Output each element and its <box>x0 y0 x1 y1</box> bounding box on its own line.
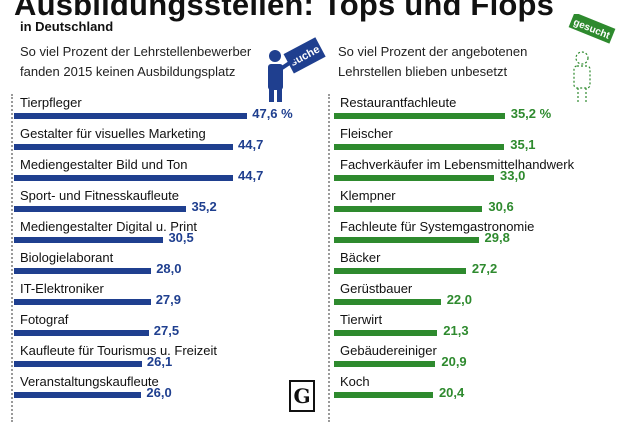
right-bar-label: Gebäudereiniger <box>340 343 437 358</box>
right-bar-value: 29,8 <box>484 230 510 245</box>
right-bar-row: Tierwirt 21,3 <box>334 309 630 340</box>
right-bar-value: 22,0 <box>446 292 472 307</box>
right-bar <box>334 268 466 274</box>
left-bar <box>14 392 142 398</box>
right-bar-row: Fachleute für Systemgastronomie 29,8 <box>334 216 630 247</box>
left-bar-row: IT-Elektroniker 27,9 <box>14 278 330 309</box>
right-bar <box>334 175 495 181</box>
left-bar-row: Mediengestalter Bild und Ton 44,7 <box>14 154 330 185</box>
left-bar-value: 26,0 <box>146 385 172 400</box>
right-bar-label: Gerüstbauer <box>340 281 413 296</box>
left-bar-row: Gestalter für visuelles Marketing 44,7 <box>14 123 330 154</box>
right-bar <box>334 144 505 150</box>
left-bar-value: 35,2 <box>191 199 217 214</box>
right-bar-label: Fleischer <box>340 126 393 141</box>
right-bar-value: 21,3 <box>443 323 469 338</box>
left-bar-label: Mediengestalter Digital u. Print <box>20 219 198 234</box>
left-bar-label: Fotograf <box>20 312 69 327</box>
right-bar-row: Gerüstbauer 22,0 <box>334 278 630 309</box>
right-chart: Restaurantfachleute 35,2 % Fleischer 35,1 Fa… <box>328 92 630 422</box>
left-bar-value: 44,7 <box>238 168 264 183</box>
right-bar-value: 20,9 <box>441 354 467 369</box>
right-bar-row: Gebäudereiniger 20,9 <box>334 340 630 371</box>
right-bar <box>334 330 438 336</box>
right-bar-value: 35,2 % <box>510 106 552 121</box>
right-description: So viel Prozent der angebotenen Lehrstel… <box>338 44 528 79</box>
left-bar-row: Tierpfleger 47,6 % <box>14 92 330 123</box>
globus-logo: G <box>289 380 315 412</box>
left-description: So viel Prozent der Lehrstellenbewerber … <box>20 44 252 79</box>
right-bar-value: 35,1 <box>510 137 536 152</box>
chart-subtitle: in Deutschland <box>20 19 114 34</box>
right-bar-label: Fachleute für Systemgastronomie <box>340 219 535 234</box>
chart-title: Ausbildungsstellen: Tops und Flops <box>14 0 555 22</box>
left-bar-value: 47,6 % <box>252 106 293 121</box>
right-bar <box>334 299 441 305</box>
right-bar-row: Fleischer 35,1 <box>334 123 630 154</box>
right-bar-row: Bäcker 27,2 <box>334 247 630 278</box>
right-bar-row: Restaurantfachleute 35,2 % <box>334 92 630 123</box>
left-chart: Tierpfleger 47,6 % Gestalter für visuelles… <box>0 92 330 422</box>
right-bar-value: 20,4 <box>438 385 465 400</box>
left-bar-row: Veranstaltungskaufleute 26,0 <box>14 371 330 402</box>
left-bar <box>14 144 234 150</box>
right-bar <box>334 206 483 212</box>
left-bar <box>14 206 187 212</box>
right-bar-value: 30,6 <box>488 199 514 214</box>
left-bar <box>14 361 142 367</box>
left-bar-label: Kaufleute für Tourismus u. Freizeit <box>20 343 218 358</box>
vacancy-icon: gesucht <box>560 12 626 104</box>
left-bar <box>14 330 149 336</box>
left-bar-label: Veranstaltungskaufleute <box>20 374 159 389</box>
left-bar-label: Gestalter für visuelles Marketing <box>20 126 206 141</box>
left-bar-row: Fotograf 27,5 <box>14 309 330 340</box>
right-bar-label: Restaurantfachleute <box>340 95 457 110</box>
right-bar <box>334 237 479 243</box>
right-bar-label: Koch <box>340 374 370 389</box>
left-bar <box>14 268 152 274</box>
right-bar-row: Koch 20,4 <box>334 371 630 402</box>
right-bar-label: Tierwirt <box>340 312 383 327</box>
job-seeker-icon: suche <box>260 36 326 102</box>
left-axis-line <box>11 94 13 422</box>
left-bar-label: Mediengestalter Bild und Ton <box>20 157 188 172</box>
right-bar-label: Fachverkäufer im Lebensmittelhandwerk <box>340 157 575 172</box>
left-bar-row: Kaufleute für Tourismus u. Freizeit 26,1 <box>14 340 330 371</box>
right-bar-value: 33,0 <box>500 168 526 183</box>
right-bar-label: Bäcker <box>340 250 381 265</box>
right-bar <box>334 361 436 367</box>
right-axis-line <box>328 94 330 422</box>
left-bar-row: Sport- und Fitnesskaufleute 35,2 <box>14 185 330 216</box>
right-bar <box>334 392 433 398</box>
right-bar-label: Klempner <box>340 188 396 203</box>
left-bar-label: IT-Elektroniker <box>20 281 104 296</box>
left-bar-row: Mediengestalter Digital u. Print 30,5 <box>14 216 330 247</box>
right-bar-row: Klempner 30,6 <box>334 185 630 216</box>
left-bar-value: 30,5 <box>168 230 194 245</box>
right-bar-row: Fachverkäufer im Lebensmittelhandwerk 33,… <box>334 154 630 185</box>
left-bar-value: 27,9 <box>155 292 182 307</box>
left-bar <box>14 299 151 305</box>
suche-sign <box>283 37 326 74</box>
left-bar <box>14 113 248 119</box>
left-bar-label: Tierpfleger <box>20 95 82 110</box>
left-bar-value: 44,7 <box>238 137 264 152</box>
left-bar <box>14 237 164 243</box>
left-bar-label: Sport- und Fitnesskaufleute <box>20 188 179 203</box>
left-bar-row: Biologielaborant 28,0 <box>14 247 330 278</box>
gesucht-sign <box>568 12 616 44</box>
left-bar-value: 27,5 <box>153 323 180 338</box>
left-bar-value: 28,0 <box>156 261 182 276</box>
left-bar <box>14 175 234 181</box>
left-bar-value: 26,1 <box>146 354 173 369</box>
right-bar-value: 27,2 <box>471 261 498 276</box>
right-bar <box>334 113 505 119</box>
left-bar-label: Biologielaborant <box>20 250 114 265</box>
